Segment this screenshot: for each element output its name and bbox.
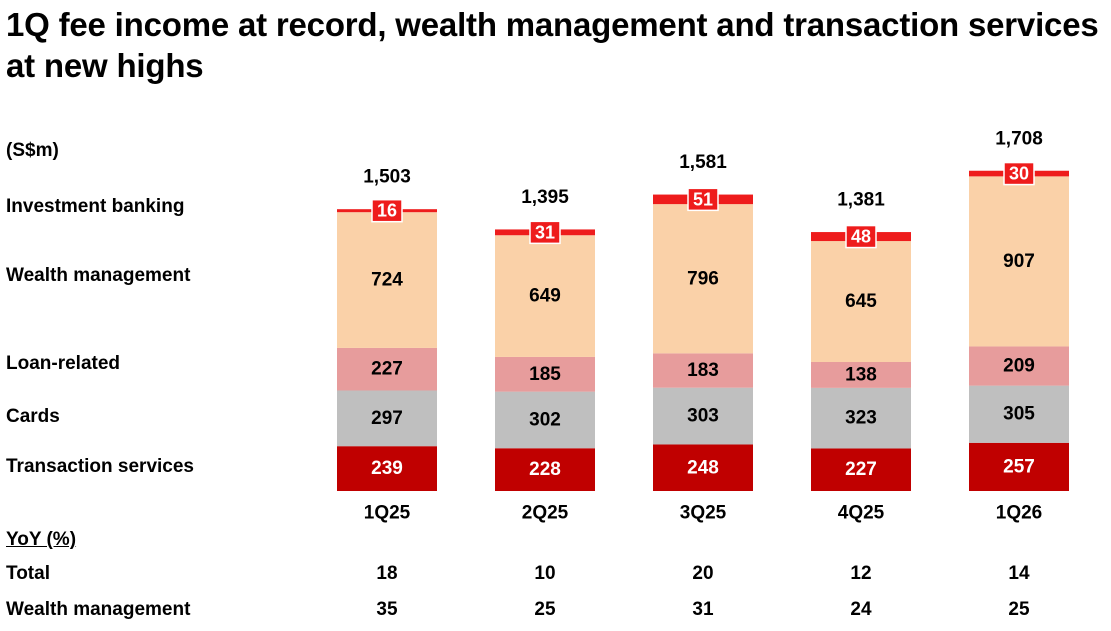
bar-value-label-investment-banking: 16 xyxy=(377,201,397,221)
bar-label-box-investment-banking xyxy=(1003,161,1035,186)
bar-value-label-transaction-services: 257 xyxy=(1003,456,1035,477)
bar-segment-cards xyxy=(653,387,753,445)
unit-label: (S$m) xyxy=(6,140,59,161)
bar-segment-loan-related xyxy=(337,347,437,391)
bar-value-label-cards: 323 xyxy=(845,408,877,429)
bar-value-label-loan-related: 185 xyxy=(529,364,561,385)
yoy-heading: YoY (%) xyxy=(6,529,77,550)
yoy-total-value: 14 xyxy=(1008,563,1030,584)
bar-segment-transaction-services xyxy=(495,448,595,491)
bar-value-label-investment-banking: 30 xyxy=(1009,164,1029,184)
bar-value-label-transaction-services: 227 xyxy=(845,459,877,480)
bar-value-label-cards: 302 xyxy=(529,409,561,430)
x-tick-label: 2Q25 xyxy=(522,503,569,524)
bar-value-label-transaction-services: 248 xyxy=(687,457,719,478)
bar-segment-transaction-services xyxy=(811,448,911,491)
bar-value-label-loan-related: 227 xyxy=(371,359,403,380)
bar-label-box-investment-banking xyxy=(529,220,561,245)
yoy-total-value: 20 xyxy=(692,563,714,584)
bar-segment-loan-related xyxy=(653,353,753,388)
x-tick-label: 1Q25 xyxy=(364,503,411,524)
bar-value-label-cards: 303 xyxy=(687,406,719,427)
bar-segment-loan-related xyxy=(495,356,595,392)
x-tick-label: 4Q25 xyxy=(838,503,885,524)
bar-total-label: 1,581 xyxy=(679,152,727,173)
yoy-wealth-value: 24 xyxy=(850,599,872,620)
bar-segment-cards xyxy=(495,391,595,449)
bar-value-label-investment-banking: 51 xyxy=(693,189,713,209)
bar-segment-transaction-services xyxy=(969,442,1069,491)
page-title: 1Q fee income at record, wealth manageme… xyxy=(6,6,1099,84)
bar-total-label: 1,395 xyxy=(521,187,569,208)
bar-value-label-transaction-services: 228 xyxy=(529,459,561,480)
bar-label-box-investment-banking xyxy=(845,224,877,249)
bar-segment-wealth-management xyxy=(337,212,437,348)
bar-value-label-cards: 305 xyxy=(1003,404,1035,425)
yoy-total-value: 12 xyxy=(850,563,872,584)
bar-value-label-wealth-management: 907 xyxy=(1003,251,1035,272)
bar-segment-transaction-services xyxy=(653,444,753,491)
yoy-total-value: 10 xyxy=(534,563,556,584)
series-label-wealth-management: Wealth management xyxy=(6,265,191,286)
yoy-wealth-value: 35 xyxy=(376,599,398,620)
bar-total-label: 1,503 xyxy=(363,167,411,188)
yoy-wealth-value: 25 xyxy=(534,599,556,620)
x-tick-label: 1Q26 xyxy=(996,503,1042,524)
bar-total-label: 1,708 xyxy=(995,128,1043,149)
bar-value-label-transaction-services: 239 xyxy=(371,458,403,479)
x-tick-label: 3Q25 xyxy=(680,503,727,524)
bar-total-label: 1,381 xyxy=(837,190,885,211)
bar-value-label-loan-related: 183 xyxy=(687,360,719,381)
bar-value-label-investment-banking: 48 xyxy=(851,227,871,247)
series-label-cards: Cards xyxy=(6,406,60,427)
yoy-row-label-total: Total xyxy=(6,563,50,584)
bar-label-box-investment-banking xyxy=(687,187,719,212)
yoy-total-value: 18 xyxy=(376,563,398,584)
bar-value-label-cards: 297 xyxy=(371,408,403,429)
bar-segment-wealth-management xyxy=(969,176,1069,347)
bar-value-label-wealth-management: 796 xyxy=(687,268,719,289)
bar-value-label-wealth-management: 645 xyxy=(845,291,877,312)
series-label-investment-banking: Investment banking xyxy=(6,196,185,217)
bar-segment-loan-related xyxy=(969,346,1069,386)
series-label-transaction-services: Transaction services xyxy=(6,456,194,477)
bar-segment-loan-related xyxy=(811,362,911,388)
bar-value-label-investment-banking: 31 xyxy=(535,222,555,242)
yoy-row-label-wealth-management: Wealth management xyxy=(6,599,191,620)
bar-label-box-investment-banking xyxy=(371,198,403,223)
bar-segment-transaction-services xyxy=(337,446,437,491)
bar-value-label-loan-related: 138 xyxy=(845,364,877,385)
bar-segment-wealth-management xyxy=(495,235,595,357)
bar-value-label-wealth-management: 649 xyxy=(529,286,561,307)
yoy-wealth-value: 31 xyxy=(692,599,714,620)
bar-value-label-wealth-management: 724 xyxy=(371,270,403,291)
bar-segment-cards xyxy=(337,390,437,447)
bar-segment-cards xyxy=(969,385,1069,443)
bar-segment-wealth-management xyxy=(653,204,753,354)
series-label-loan-related: Loan-related xyxy=(6,353,121,374)
bar-segment-cards xyxy=(811,387,911,449)
yoy-wealth-value: 25 xyxy=(1008,599,1030,620)
bar-segment-wealth-management xyxy=(811,241,911,362)
bar-value-label-loan-related: 209 xyxy=(1003,356,1035,377)
